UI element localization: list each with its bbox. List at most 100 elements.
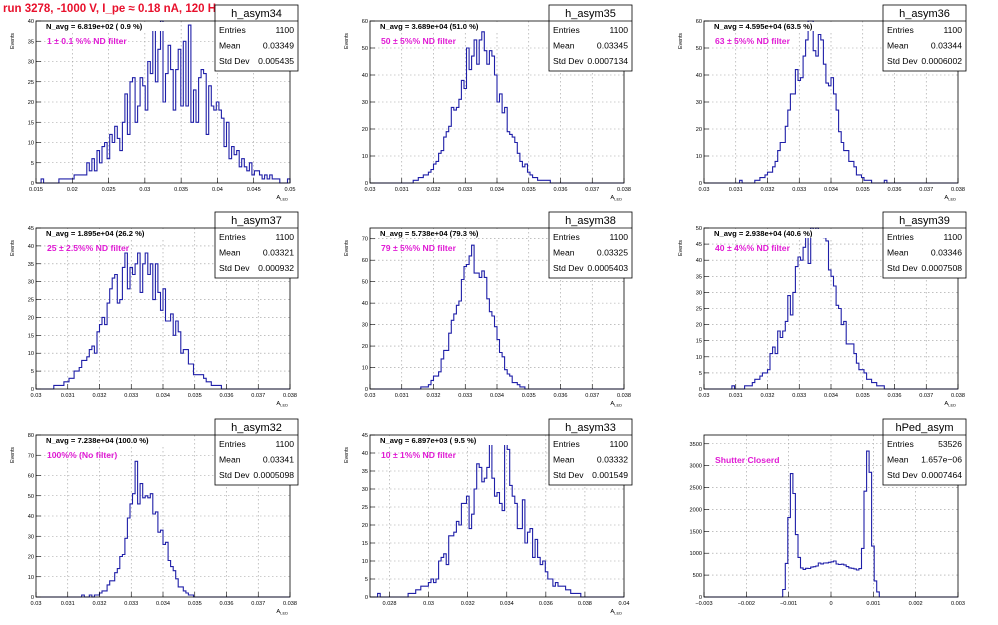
y-axis-title: Events [678, 33, 684, 49]
x-axis-ticks [369, 178, 625, 183]
histogram-name: h_asym38 [565, 215, 616, 227]
x-tick-label: 0.002 [909, 601, 923, 607]
plot-frame [369, 434, 625, 598]
x-tick-label: −0.001 [780, 601, 797, 607]
stats-value: 0.0007134 [587, 56, 628, 66]
histogram-name: h_asym32 [231, 422, 282, 434]
x-tick-label: 0.037 [585, 187, 599, 193]
x-tick-label: 0.035 [522, 187, 536, 193]
x-tick-label: 0.03 [139, 187, 150, 193]
x-tick-label: 0.036 [554, 393, 568, 399]
stats-box-frame [548, 211, 633, 279]
y-tick-label: 30 [362, 100, 368, 106]
y-tick-label: 25 [362, 505, 368, 511]
x-tick-label: 0.033 [792, 393, 806, 399]
y-tick-label: 0 [365, 181, 368, 187]
y-tick-label: 0 [699, 387, 702, 393]
x-tick-label: 0.035 [522, 393, 536, 399]
y-axis-ticks [370, 20, 375, 184]
stats-value: 0.03349 [263, 41, 294, 51]
y-tick-label: 25 [28, 298, 34, 304]
n-avg-label-bg [378, 436, 508, 445]
y-tick-label: 45 [696, 242, 702, 248]
y-tick-label: 60 [362, 258, 368, 264]
x-tick-label: 0.034 [824, 393, 838, 399]
stats-box-frame [214, 211, 299, 279]
x-tick-label: 0.032 [93, 601, 107, 607]
y-tick-label: 0 [365, 595, 368, 601]
stats-value: 0.000932 [258, 263, 294, 273]
y-tick-label: 20 [362, 523, 368, 529]
stats-value: 0.03346 [931, 248, 962, 258]
n-avg-label-bg [712, 22, 842, 31]
y-tick-label: 20 [362, 344, 368, 350]
y-tick-label: 25 [28, 80, 34, 86]
x-axis-ticks [35, 384, 291, 389]
y-tick-label: 60 [28, 474, 34, 480]
grid-lines [370, 228, 624, 389]
y-axis-title: Events [10, 240, 16, 256]
y-tick-label: 1500 [690, 529, 702, 535]
n-avg-label: N_avg = 6.819e+02 ( 0.9 %) [46, 22, 143, 31]
y-tick-label: 50 [696, 226, 702, 232]
y-tick-label: 20 [362, 127, 368, 133]
n-avg-label-bg [44, 22, 174, 31]
x-tick-label: 0.033 [458, 393, 472, 399]
stats-label: Std Dev [887, 263, 918, 273]
y-tick-label: 30 [28, 280, 34, 286]
y-tick-label: 3000 [690, 464, 702, 470]
histogram-name: h_asym36 [899, 8, 950, 20]
stats-label: Mean [219, 248, 241, 258]
stats-value: 1100 [944, 232, 963, 242]
y-tick-label: 15 [28, 333, 34, 339]
stats-label: Entries [553, 232, 580, 242]
x-tick-label: 0.034 [490, 393, 504, 399]
x-axis-ticks [369, 384, 625, 389]
stats-label: Entries [887, 439, 914, 449]
y-tick-label: 40 [362, 451, 368, 457]
filter-annotation: 1 ± 0.1 %% ND filter [47, 36, 127, 46]
histogram-name: h_asym33 [565, 422, 616, 434]
x-tick-label: 0.015 [29, 187, 43, 193]
x-axis-ticks [35, 178, 291, 183]
x-tick-label: 0.031 [395, 187, 409, 193]
x-axis-ticks [703, 384, 959, 389]
histogram-panel-h_asym32: 0.03 0.031 0.032 0.033 0.034 0.035 0.036 0.037 0… [10, 418, 299, 616]
stats-value: 0.0007464 [921, 470, 962, 480]
y-tick-label: 70 [28, 453, 34, 459]
x-tick-label: 0.03 [699, 187, 710, 193]
stats-box: h_asym35 Entries 1100 Mean 0.03345 Std Dev 0.0… [548, 4, 633, 72]
x-tick-label: 0.02 [67, 187, 78, 193]
stats-value: 1100 [276, 232, 295, 242]
y-tick-label: 40 [696, 73, 702, 79]
run-title: run 3278, -1000 V, I_pe ≈ 0.18 nA, 120 H… [3, 3, 222, 15]
y-tick-label: 20 [28, 315, 34, 321]
x-axis-ticks [35, 592, 291, 597]
x-tick-label: 0.035 [174, 187, 188, 193]
x-tick-label: 0.028 [383, 601, 397, 607]
x-tick-label: 0.036 [220, 393, 234, 399]
stats-box-frame [548, 4, 633, 72]
y-tick-label: 40 [28, 244, 34, 250]
filter-annotation: 10 ± 1%% ND filter [381, 450, 457, 460]
y-tick-label: 5 [699, 371, 702, 377]
x-tick-label: 0.033 [124, 393, 138, 399]
x-axis-title: ALED [276, 609, 288, 616]
stats-label: Std Dev [553, 263, 584, 273]
filter-annotation: 79 ± 5%% ND filter [381, 243, 457, 253]
y-tick-label: 20 [28, 555, 34, 561]
x-tick-label: 0.032 [93, 393, 107, 399]
x-tick-label: 0.038 [617, 393, 631, 399]
y-tick-label: 3500 [690, 442, 702, 448]
y-tick-label: 5 [365, 577, 368, 583]
x-tick-label: 0.037 [251, 393, 265, 399]
y-tick-label: 30 [28, 60, 34, 66]
grid-lines [36, 435, 290, 597]
x-axis-ticks [703, 592, 959, 597]
y-tick-label: 0 [699, 181, 702, 187]
y-tick-label: 30 [362, 487, 368, 493]
y-axis-ticks [370, 238, 375, 390]
x-tick-label: 0.033 [458, 187, 472, 193]
y-tick-label: 5 [31, 161, 34, 167]
y-tick-label: 10 [28, 575, 34, 581]
